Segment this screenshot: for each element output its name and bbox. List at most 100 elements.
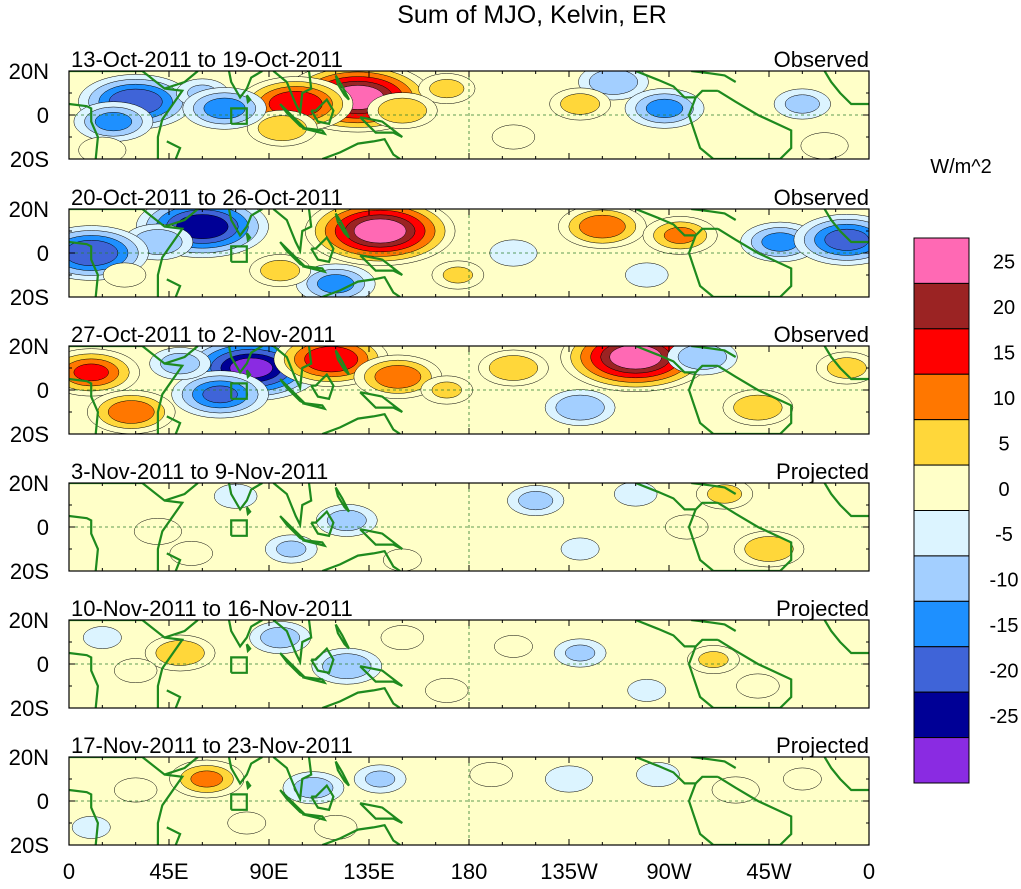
lat-tick-label: 20N xyxy=(9,471,49,496)
anomaly-contour xyxy=(202,385,238,404)
colorbar-tick-label: -25 xyxy=(990,706,1019,728)
anomaly-contour xyxy=(824,228,869,251)
anomaly-contour xyxy=(107,400,155,424)
west-africa-coast-outline xyxy=(823,209,869,244)
coastlines xyxy=(69,620,869,708)
anomaly-contour xyxy=(260,627,300,649)
coastlines xyxy=(69,757,869,845)
philippines-outline xyxy=(334,212,350,239)
new-guinea-outline xyxy=(359,116,403,138)
anomaly-contour xyxy=(733,394,783,421)
borneo-outline xyxy=(310,235,335,264)
anomaly-contour xyxy=(113,658,158,683)
colorbar-units-label: W/m^2 xyxy=(930,156,992,178)
anomaly-contour xyxy=(113,777,158,803)
colorbar-swatch xyxy=(913,328,970,375)
india-box xyxy=(230,107,248,125)
lon-tick-label: 45W xyxy=(746,859,791,884)
anomaly-contour xyxy=(588,71,638,95)
australia-outline xyxy=(321,686,401,708)
india-box xyxy=(230,793,248,811)
sumatra-outline xyxy=(279,103,306,130)
anomaly-contour xyxy=(317,274,355,294)
colorbar-swatch xyxy=(913,373,970,421)
south-america-outline xyxy=(687,501,793,571)
madagascar-outline xyxy=(166,415,182,434)
map-panels: 20N 0 20S 13-Oct-2011 to 19-Oct-2011 Observe… xyxy=(9,47,875,884)
anomaly-contour xyxy=(190,770,224,788)
anomaly-contour xyxy=(257,115,307,141)
anomaly-contour xyxy=(377,97,427,124)
lat-tick-label: 20N xyxy=(9,59,49,84)
lat-tick-label: 0 xyxy=(37,241,49,266)
anomaly-field xyxy=(69,346,869,434)
australia-outline xyxy=(321,137,401,159)
lat-tick-label: 0 xyxy=(37,515,49,540)
india-box xyxy=(230,382,248,400)
madagascar-outline xyxy=(166,140,182,159)
africa-west-outline xyxy=(69,514,100,571)
africa-west-outline xyxy=(69,377,100,434)
anomaly-contour xyxy=(353,218,407,244)
southeast-asia-outline xyxy=(272,620,313,666)
lon-tick-label: 0 xyxy=(63,859,75,884)
anomaly-contour xyxy=(469,762,513,787)
india-box xyxy=(230,656,248,674)
panel-period-label: 13-Oct-2011 to 19-Oct-2011 xyxy=(71,47,343,72)
madagascar-outline xyxy=(166,278,182,297)
colorbar: W/m^2 25 20 15 10 5 0 -5 -10 -15 -20 -25 xyxy=(913,156,1019,784)
anomaly-contour xyxy=(518,491,554,511)
new-guinea-outline xyxy=(359,254,403,276)
madagascar-outline xyxy=(166,689,182,708)
map-panel: 20N 0 20S 3-Nov-2011 to 9-Nov-2011 Projected xyxy=(9,459,870,584)
anomaly-contour xyxy=(761,232,799,252)
anomaly-contour xyxy=(782,767,822,791)
lon-tick-label: 135E xyxy=(343,859,394,884)
sumatra-outline xyxy=(279,789,306,816)
colorbar-swatch xyxy=(913,555,970,602)
anomaly-contour xyxy=(133,517,182,545)
anomaly-contour xyxy=(374,365,422,389)
africa-west-outline xyxy=(69,240,100,297)
anomaly-contour xyxy=(744,536,794,562)
anomaly-contour xyxy=(736,673,780,699)
panel-status-label: Projected xyxy=(776,733,869,758)
africa-outline xyxy=(69,483,185,571)
map-panel: 20N 0 20S 27-Oct-2011 to 2-Nov-2011 Observed xyxy=(9,322,870,447)
anomaly-contour xyxy=(645,98,684,118)
caribbean-outline xyxy=(691,483,737,495)
colorbar-swatch xyxy=(913,282,970,330)
southeast-asia-outline xyxy=(272,71,313,117)
anomaly-contour xyxy=(322,653,372,679)
arabia-outline xyxy=(164,620,199,639)
southeast-asia-outline xyxy=(272,757,313,803)
colorbar-tick-label: 25 xyxy=(993,252,1015,274)
colorbar-swatch xyxy=(913,646,970,693)
anomaly-contour xyxy=(380,625,425,650)
new-guinea-outline xyxy=(359,665,403,687)
colorbar-tick-label: 0 xyxy=(998,479,1009,501)
lat-tick-label: 20N xyxy=(9,334,49,359)
anomaly-contour xyxy=(94,112,133,132)
arabia-outline xyxy=(164,757,199,776)
java-outline xyxy=(302,265,328,274)
arabia-outline xyxy=(164,346,199,365)
philippines-outline xyxy=(334,486,350,513)
anomaly-contour xyxy=(442,266,473,284)
anomaly-contour xyxy=(260,260,300,282)
africa-west-outline xyxy=(69,102,100,159)
anomaly-contour xyxy=(73,363,109,382)
india-box xyxy=(230,245,248,263)
colorbar-swatch xyxy=(913,419,970,466)
panel-status-label: Projected xyxy=(776,459,869,484)
panel-period-label: 3-Nov-2011 to 9-Nov-2011 xyxy=(71,459,328,484)
colorbar-tick-label: 15 xyxy=(993,343,1015,365)
sumatra-outline xyxy=(279,378,306,405)
sumatra-outline xyxy=(279,652,306,679)
central-america-outline xyxy=(635,209,718,237)
borneo-outline xyxy=(310,783,335,812)
anomaly-contour xyxy=(71,816,111,839)
lat-tick-label: 20N xyxy=(9,608,49,633)
colorbar-tick-label: 20 xyxy=(993,297,1015,319)
africa-west-outline xyxy=(69,651,100,708)
